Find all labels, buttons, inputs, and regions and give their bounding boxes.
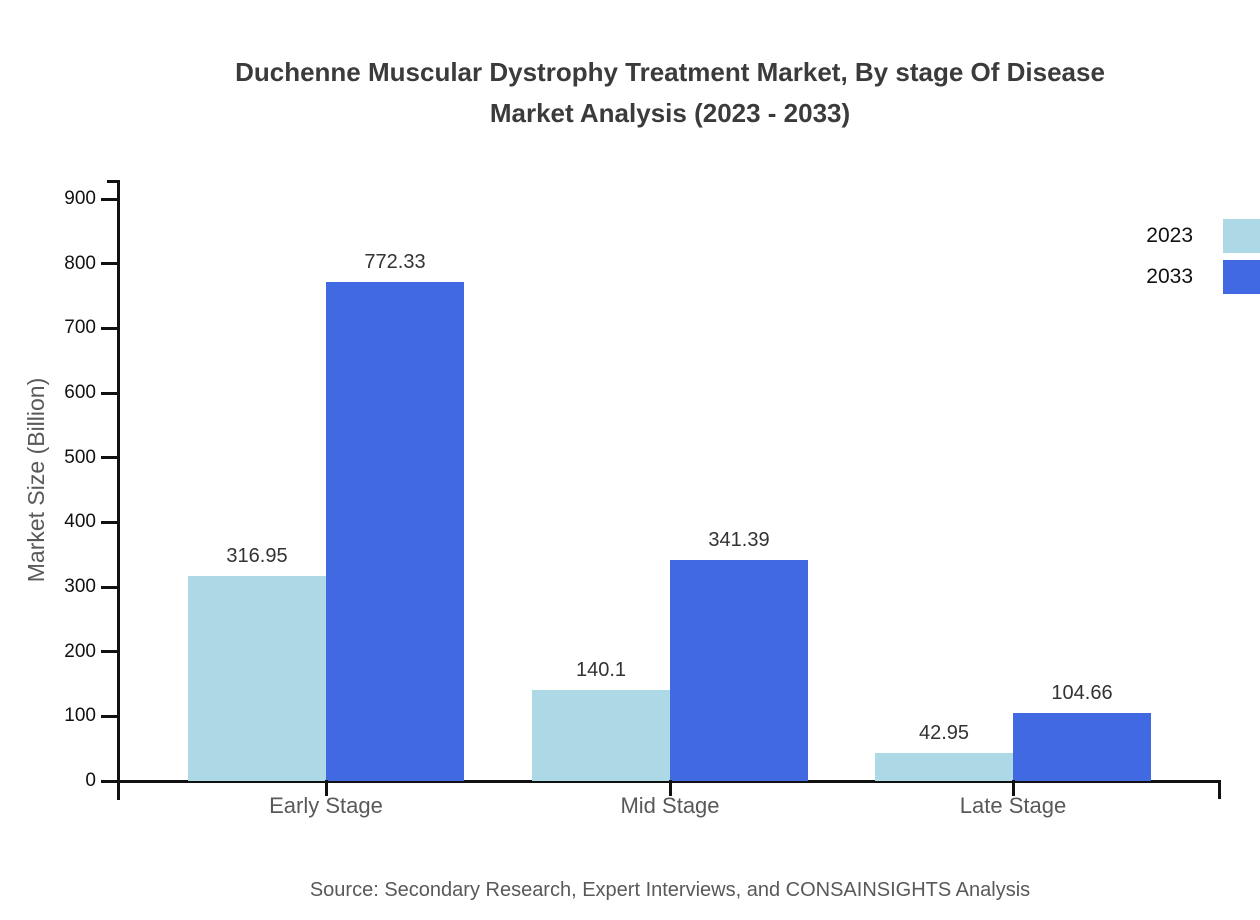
bar-value-label: 341.39	[708, 529, 770, 552]
x-axis-tick	[324, 780, 328, 796]
legend-item-2033: 2033	[1146, 260, 1260, 294]
legend-label: 2033	[1146, 265, 1193, 288]
legend-swatch	[1223, 219, 1260, 253]
bar-late-stage-2033	[1013, 713, 1151, 781]
y-axis-tick-label: 200	[64, 640, 96, 662]
x-axis-category-label: Mid Stage	[620, 793, 720, 818]
bar-value-label: 104.66	[1051, 682, 1113, 705]
x-axis-line	[104, 780, 1221, 783]
legend-label: 2023	[1146, 224, 1193, 247]
y-axis-tick-label: 900	[64, 188, 96, 209]
y-axis-tick-label: 500	[64, 446, 96, 468]
x-axis-end-cap	[1218, 780, 1221, 799]
y-axis-tick-label: 600	[64, 382, 96, 403]
bar-early-stage-2023	[188, 576, 326, 781]
y-axis-tick	[101, 650, 118, 654]
y-axis-tick	[101, 391, 118, 395]
chart-title-line1: Duchenne Muscular Dystrophy Treatment Ma…	[235, 57, 1105, 87]
legend-item-2023: 2023	[1146, 219, 1260, 253]
bar-value-label: 772.33	[364, 250, 426, 273]
bar-late-stage-2023	[875, 753, 1013, 781]
bar-early-stage-2033	[326, 281, 464, 781]
bar-value-label: 140.1	[575, 659, 627, 682]
source-note: Source: Secondary Research, Expert Inter…	[309, 879, 1031, 901]
legend-swatch	[1223, 260, 1260, 294]
bar-value-label: 42.95	[918, 722, 970, 745]
y-axis-tick-label: 400	[64, 511, 96, 533]
bar-mid-stage-2033	[670, 560, 808, 781]
y-axis-tick-label: 100	[64, 705, 96, 727]
y-axis-tick	[101, 326, 118, 330]
y-axis-tick-label: 800	[64, 252, 96, 274]
y-axis-tick-label: 0	[85, 770, 96, 791]
y-axis-tick	[101, 585, 118, 589]
y-axis-tick	[101, 456, 118, 460]
y-axis-tick	[101, 197, 118, 201]
y-axis-line	[117, 180, 120, 800]
chart-title-line2: Market Analysis (2023 - 2033)	[489, 98, 851, 128]
y-axis-tick	[101, 520, 118, 524]
y-axis-tick-label: 700	[64, 317, 96, 339]
x-axis-category-label: Late Stage	[959, 793, 1067, 818]
y-axis-tick-label: 300	[64, 576, 96, 597]
y-axis-top-cap	[107, 180, 120, 183]
y-axis-tick	[101, 714, 118, 718]
x-axis-tick	[1011, 780, 1015, 796]
bar-value-label: 316.95	[226, 545, 288, 568]
x-axis-category-label: Early Stage	[269, 793, 383, 818]
x-axis-tick	[668, 780, 672, 796]
chart-title: Duchenne Muscular Dystrophy Treatment Ma…	[118, 52, 1222, 134]
legend: 2023 2033	[1146, 219, 1260, 294]
y-axis-tick	[101, 779, 118, 783]
bar-mid-stage-2023	[532, 690, 670, 781]
y-axis-tick	[101, 262, 118, 266]
